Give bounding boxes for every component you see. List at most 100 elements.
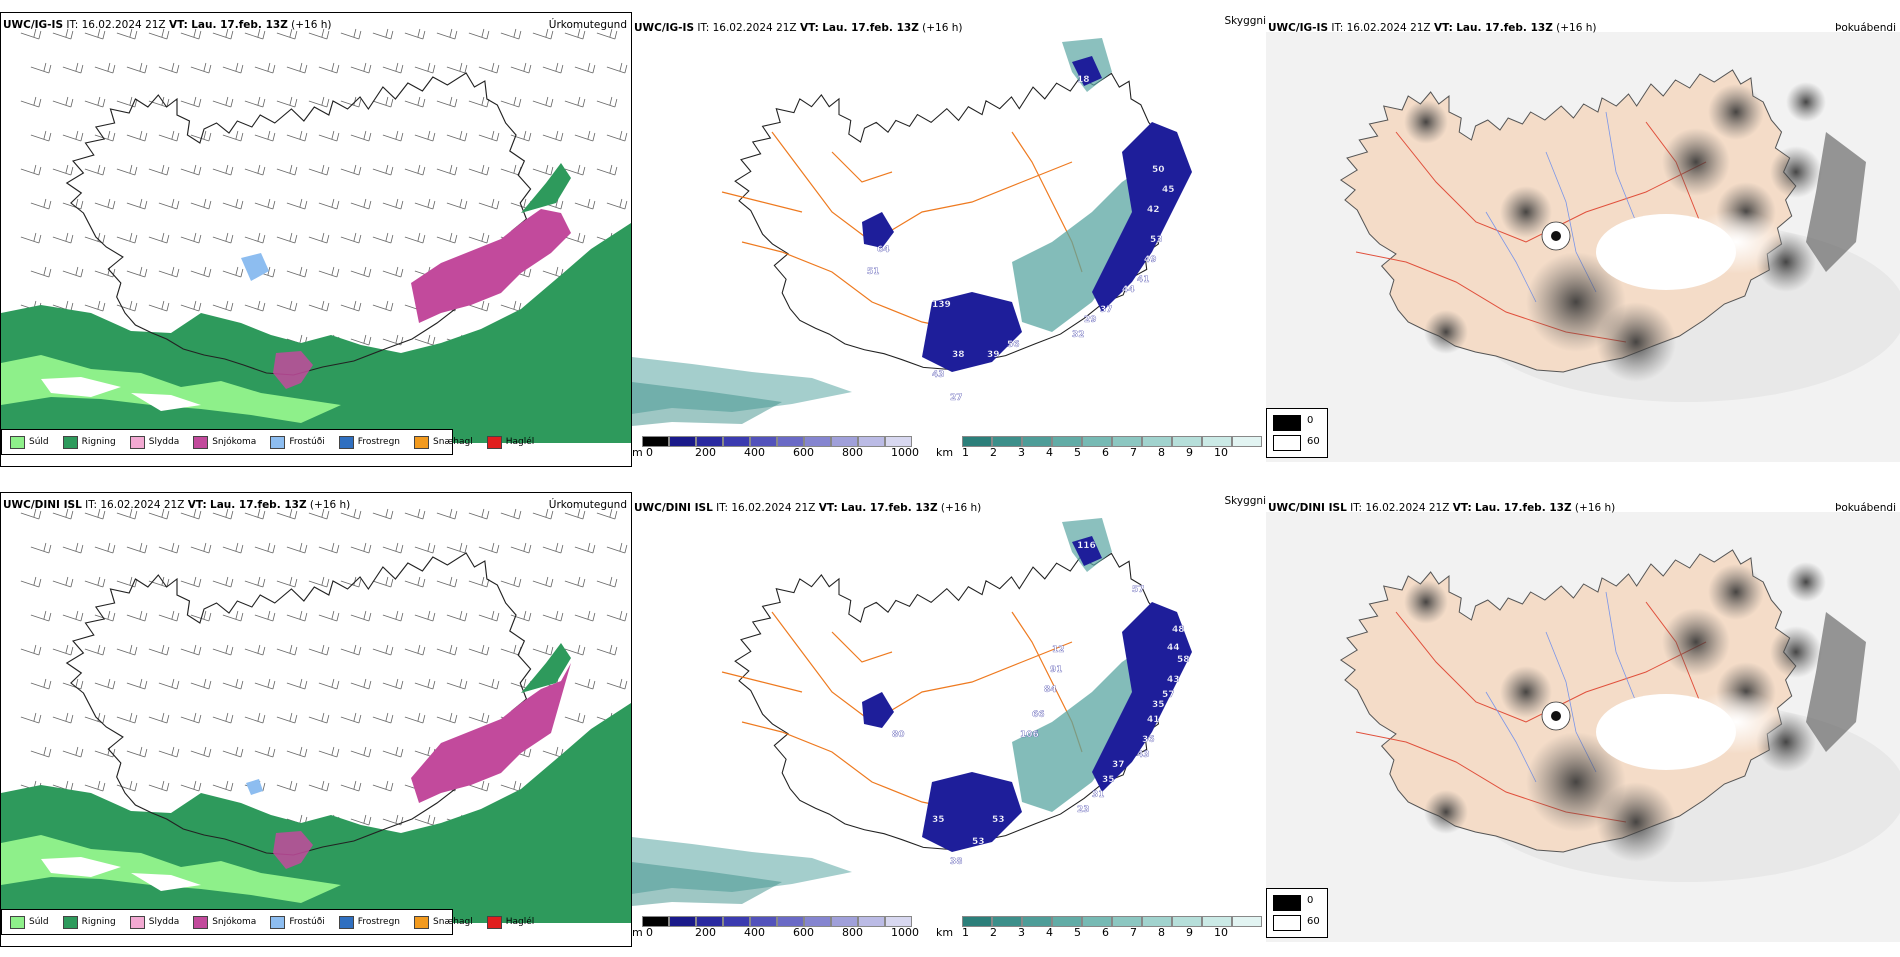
lead-time: (+16 h): [1574, 502, 1616, 514]
scale-tick-m: 400: [744, 926, 765, 939]
wind-barb-icon: [372, 300, 394, 312]
wind-barb-icon: [180, 576, 202, 588]
wind-barb-icon: [52, 164, 74, 176]
visibility-value-label: 50: [1152, 165, 1165, 175]
wind-barb-icon: [382, 266, 404, 278]
legend-label: Rigning: [81, 437, 116, 447]
wind-barb-icon: [254, 746, 276, 758]
wind-barb-icon: [542, 610, 564, 622]
wind-barb-icon: [606, 198, 628, 210]
visibility-colorbar-km: [962, 436, 1262, 447]
wind-barb-icon: [500, 164, 522, 176]
precip-legend: Súld Rigning Slydda Snjókoma Frostúði Frostre…: [1, 429, 534, 455]
wind-barb-icon: [94, 62, 116, 74]
scale-tick-km: 9: [1186, 926, 1193, 939]
wind-barb-icon: [542, 746, 564, 758]
panel-header: UWC/IG-IS IT: 16.02.2024 21Z VT: Lau. 17…: [634, 22, 963, 34]
wind-barb-icon: [532, 508, 554, 520]
wind-barb-icon: [532, 644, 554, 656]
wind-barb-icon: [372, 780, 394, 792]
wind-barb-icon: [30, 198, 52, 210]
wind-barb-icon: [510, 130, 532, 142]
fog-legend-light-swatch: [1273, 915, 1301, 931]
visibility-colorbar-m: [642, 916, 912, 927]
wind-barb-icon: [190, 542, 212, 554]
wind-barb-icon: [158, 542, 180, 554]
panel-header: UWC/DINI ISL IT: 16.02.2024 21Z VT: Lau.…: [3, 499, 350, 511]
scale-tick-km: 3: [1018, 926, 1025, 939]
wind-barb-icon: [94, 198, 116, 210]
wind-barb-icon: [308, 644, 330, 656]
lead-time: (+16 h): [940, 502, 982, 514]
wind-barb-icon: [158, 62, 180, 74]
wind-barb-icon: [276, 644, 298, 656]
wind-barb-icon: [190, 746, 212, 758]
wind-barb-icon: [116, 28, 138, 40]
scale-tick-km: 10: [1214, 446, 1228, 459]
wind-barb-icon: [286, 610, 308, 622]
wind-barb-icon: [574, 130, 596, 142]
wind-barb-icon: [468, 780, 490, 792]
wind-barb-icon: [276, 28, 298, 40]
wind-barb-icon: [126, 130, 148, 142]
wind-barb-icon: [564, 232, 586, 244]
wind-barb-icon: [84, 508, 106, 520]
wind-barb-icon: [404, 508, 426, 520]
visibility-value-label: 38: [950, 857, 963, 867]
wind-barb-icon: [308, 164, 330, 176]
visibility-value-label: 53: [972, 837, 985, 847]
wind-barb-icon: [372, 164, 394, 176]
wind-barb-icon: [286, 678, 308, 690]
wind-barb-icon: [126, 678, 148, 690]
wind-barb-icon: [286, 266, 308, 278]
wind-barb-icon: [180, 644, 202, 656]
wind-barb-icon: [446, 130, 468, 142]
wind-barb-icon: [468, 712, 490, 724]
wind-barb-icon: [94, 746, 116, 758]
visibility-value-label: 37: [1112, 760, 1125, 770]
wind-barb-icon: [52, 28, 74, 40]
wind-barb-icon: [148, 28, 170, 40]
wind-barb-icon: [340, 96, 362, 108]
wind-barb-icon: [468, 28, 490, 40]
wind-barb-icon: [30, 62, 52, 74]
wind-barb-icon: [20, 712, 42, 724]
wind-barb-icon: [414, 542, 436, 554]
wind-barb-icon: [340, 712, 362, 724]
wind-barb-icon: [212, 780, 234, 792]
scale-tick-km: 5: [1074, 926, 1081, 939]
wind-barb-icon: [276, 232, 298, 244]
wind-barb-icon: [190, 610, 212, 622]
wind-barb-icon: [254, 130, 276, 142]
wind-barb-icon: [382, 610, 404, 622]
wind-barb-icon: [52, 644, 74, 656]
wind-barb-icon: [510, 610, 532, 622]
wind-barb-icon: [116, 300, 138, 312]
wind-barb-icon: [276, 712, 298, 724]
wind-barb-icon: [510, 542, 532, 554]
visibility-map-panel: 116 57 48 44 58 43 57 35 41 36 43 37 35 31 23 12 91 84 66 1…: [632, 492, 1266, 957]
visibility-value-label: 18: [1077, 75, 1090, 85]
visibility-value-label: 53: [1150, 235, 1163, 245]
vt-label: VT:: [1433, 22, 1453, 34]
visibility-value-label: 36: [1142, 735, 1155, 745]
wind-barb-icon: [30, 678, 52, 690]
scale-tick-km: 3: [1018, 446, 1025, 459]
wind-barb-icon: [286, 62, 308, 74]
lead-time: (+16 h): [291, 19, 332, 31]
wind-barb-icon: [414, 814, 436, 826]
wind-barb-icon: [308, 576, 330, 588]
wind-barb-icon: [478, 678, 500, 690]
visibility-value-label: 38: [952, 350, 965, 360]
visibility-value-label: 39: [987, 350, 1000, 360]
wind-barb-icon: [190, 678, 212, 690]
wind-barb-icon: [382, 678, 404, 690]
wind-barb-icon: [446, 678, 468, 690]
wind-barb-icon: [414, 130, 436, 142]
wind-barb-icon: [222, 678, 244, 690]
fog-legend-low: 0: [1307, 415, 1314, 426]
wind-barb-icon: [606, 62, 628, 74]
wind-barb-icon: [350, 746, 372, 758]
wind-barb-icon: [574, 198, 596, 210]
wind-barb-icon: [276, 300, 298, 312]
